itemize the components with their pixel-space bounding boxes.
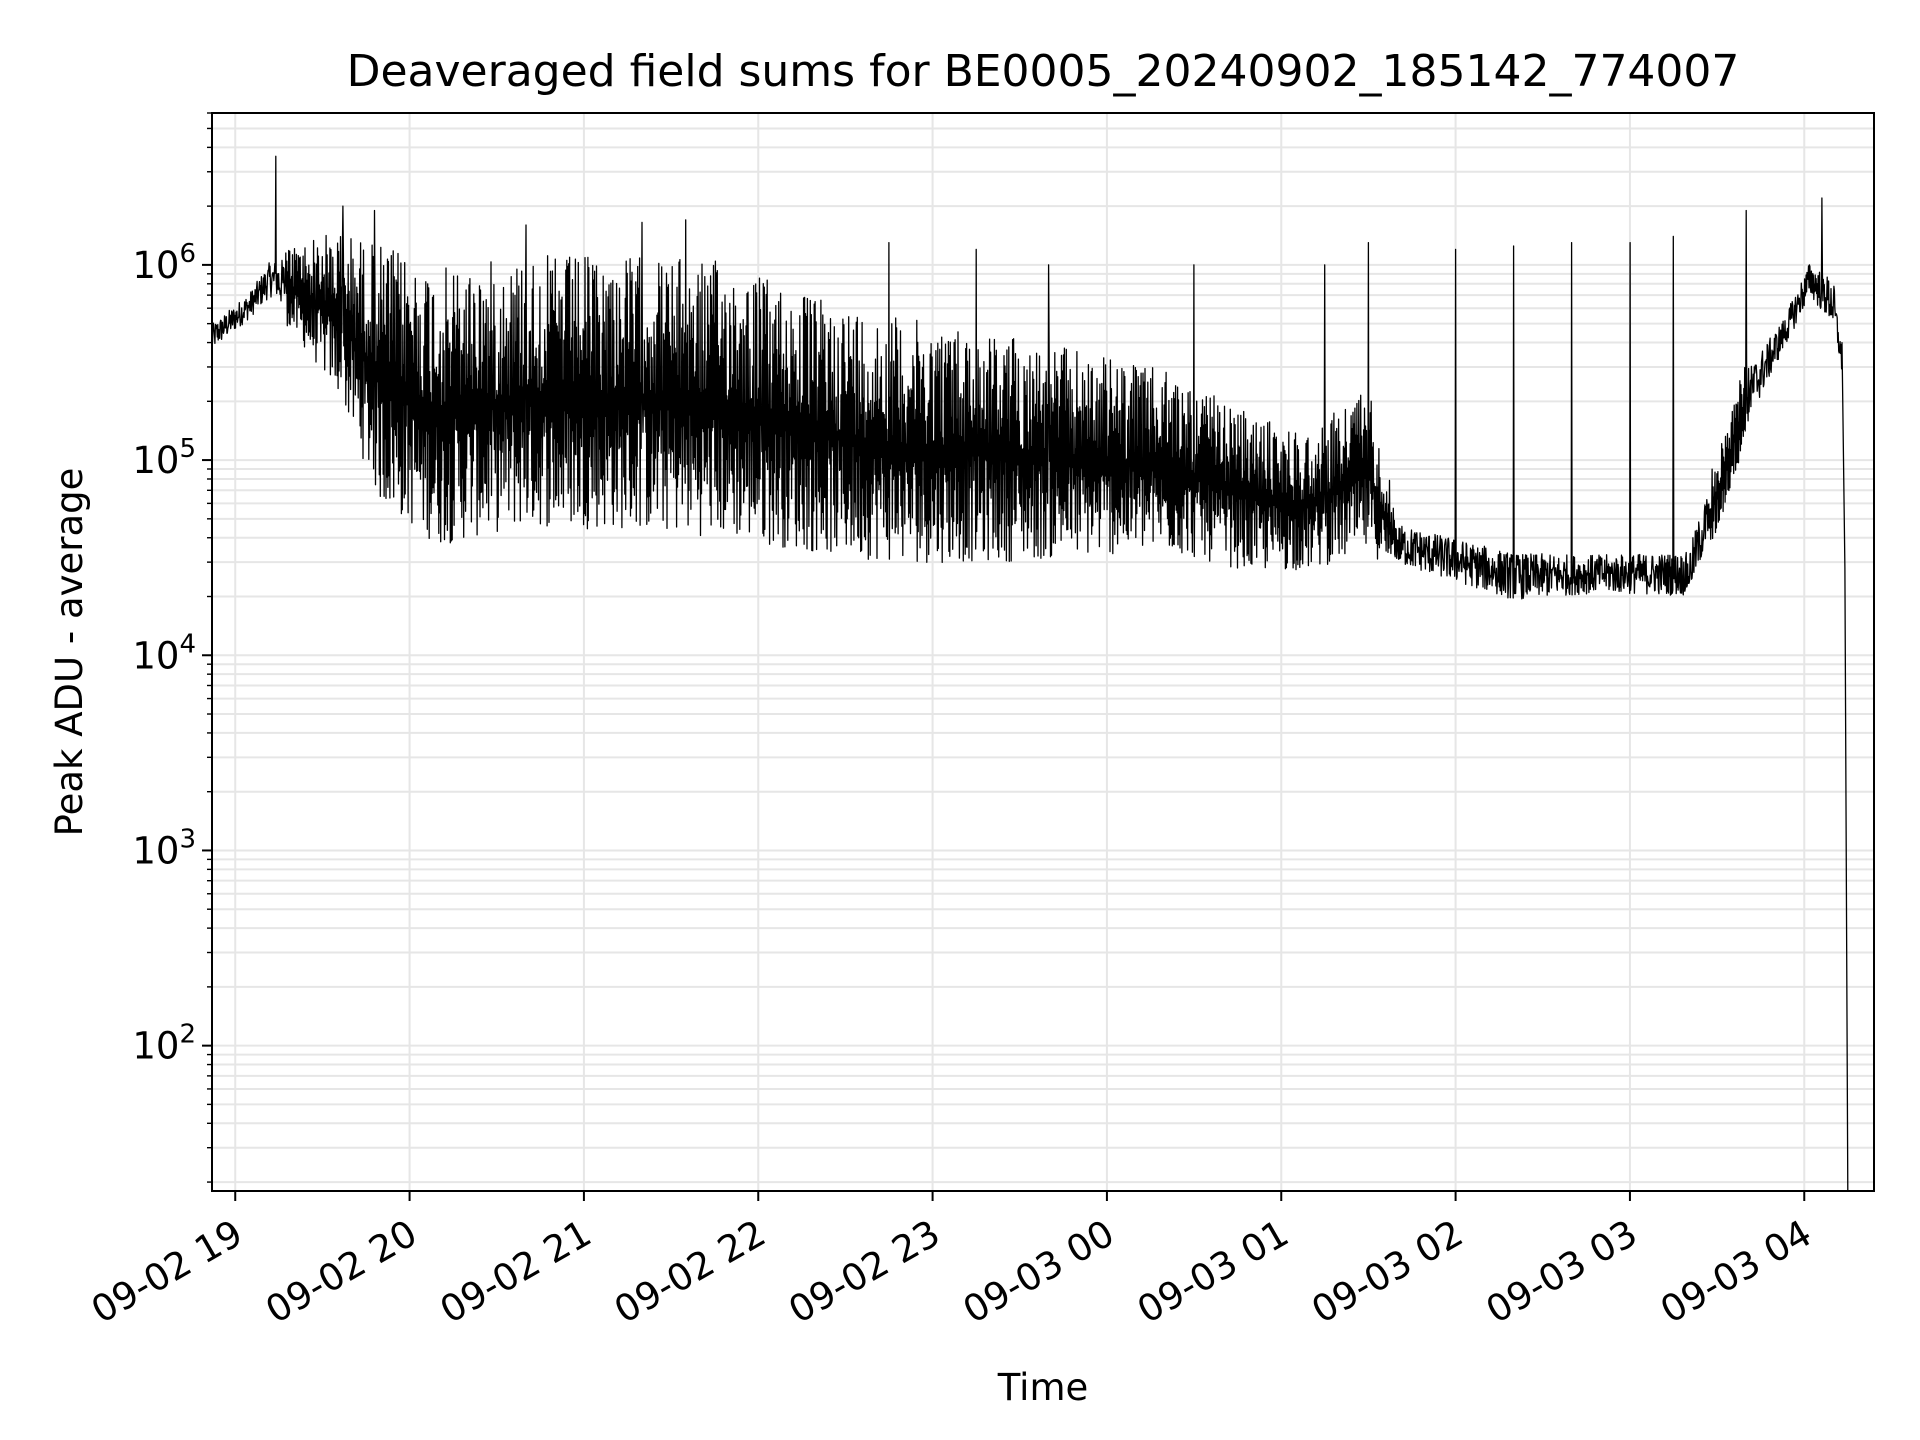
y-tick-exponent: 6 xyxy=(179,239,196,269)
plot-frame xyxy=(211,112,1875,1192)
y-tick-label: 104 xyxy=(132,629,196,677)
y-tick-exponent: 3 xyxy=(179,824,196,854)
y-tick-exponent: 5 xyxy=(179,434,196,464)
y-axis-label: Peak ADU - average xyxy=(48,468,91,837)
y-tick-label: 105 xyxy=(132,434,196,482)
y-tick-label: 106 xyxy=(132,239,196,287)
y-tick-base: 10 xyxy=(132,634,179,677)
x-axis-label: Time xyxy=(997,1366,1089,1409)
y-tick-label: 103 xyxy=(132,824,196,872)
y-tick-base: 10 xyxy=(132,829,179,872)
series-line xyxy=(211,155,1849,1192)
y-tick-exponent: 2 xyxy=(179,1020,196,1050)
chart-title: Deaveraged field sums for BE0005_2024090… xyxy=(347,46,1740,97)
series-path xyxy=(211,155,1849,1192)
grid xyxy=(212,112,1874,1191)
y-tick-base: 10 xyxy=(132,1025,179,1068)
y-tick-base: 10 xyxy=(132,244,179,287)
y-tick-base: 10 xyxy=(132,439,179,482)
y-tick-label: 102 xyxy=(132,1020,196,1068)
y-tick-exponent: 4 xyxy=(179,629,196,659)
